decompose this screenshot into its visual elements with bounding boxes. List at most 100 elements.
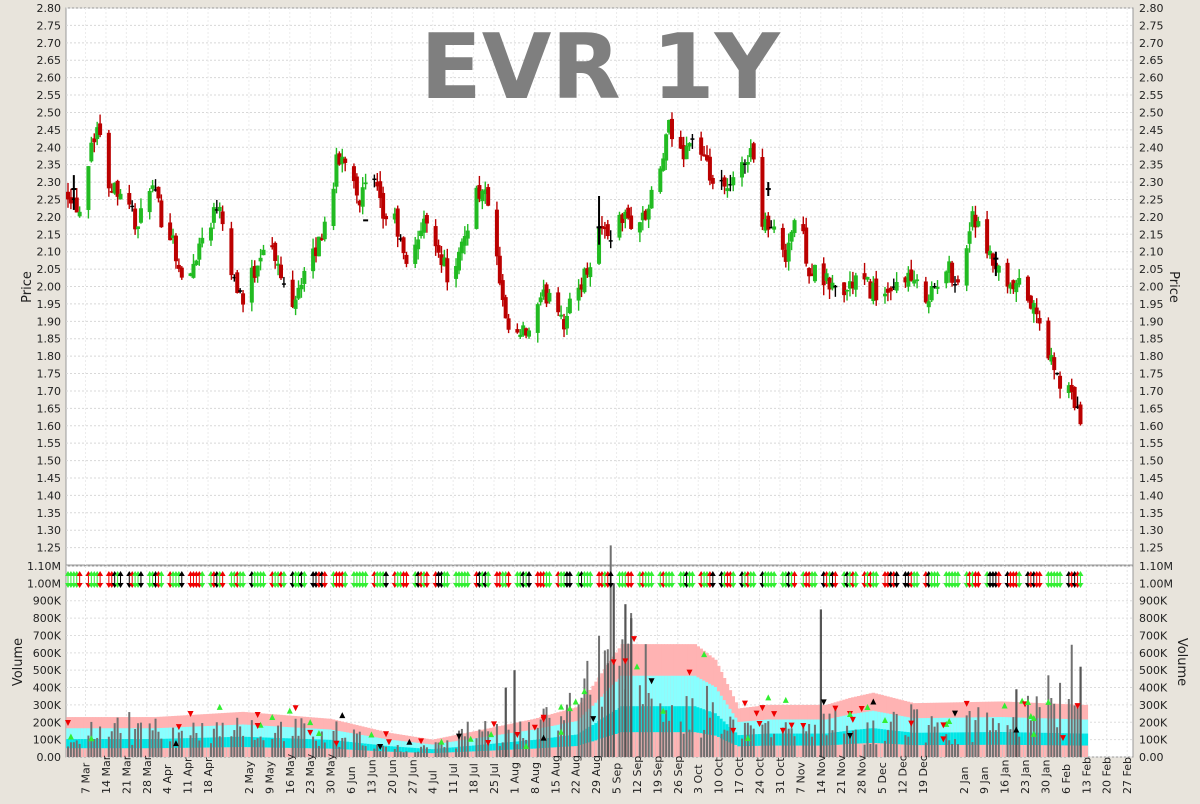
volume-bar (352, 729, 355, 757)
volume-bar (504, 687, 507, 757)
volume-band-inner (185, 738, 190, 757)
signal-arrow-down (491, 721, 497, 728)
price-bar-body (944, 271, 949, 284)
volume-bar (177, 732, 180, 757)
signal-arrow-up (307, 719, 314, 726)
signal-arrow-down (908, 720, 915, 727)
volume-bar (344, 737, 347, 757)
volume-bar (598, 635, 601, 757)
price-bar-body (812, 264, 817, 282)
volume-bar (665, 710, 668, 757)
volume-bar (160, 738, 163, 757)
price-bar-body (667, 119, 672, 133)
volume-tick-label: 1.10M (1139, 560, 1173, 573)
direction-arrow-down (97, 583, 104, 588)
direction-arrow-down (240, 583, 247, 588)
price-bar-body (912, 280, 917, 284)
direction-arrow-up (1057, 571, 1064, 576)
volume-tick-label: 1.00M (1139, 577, 1173, 590)
price-bar-body (973, 214, 978, 228)
volume-bar (895, 713, 898, 757)
volume-band-base (325, 748, 330, 757)
volume-bar (927, 725, 930, 757)
volume-tick-label: 900K (1139, 595, 1168, 608)
direction-arrow-down (76, 583, 83, 588)
volume-bar (589, 694, 592, 757)
signal-arrow-down (820, 699, 827, 706)
price-bar-body (319, 238, 324, 240)
volume-bar (808, 723, 811, 757)
volume-band-inner (859, 729, 864, 757)
volume-band-base (366, 750, 371, 757)
price-bar-body (745, 162, 750, 165)
price-bar-body (261, 249, 266, 256)
signal-arrow-up (1024, 698, 1031, 705)
volume-band-base (448, 752, 452, 757)
volume-bar (300, 718, 303, 757)
price-bar-body (424, 215, 429, 224)
volume-band-inner (182, 738, 187, 757)
trade-direction-strip (65, 571, 1084, 750)
volume-bar (846, 725, 849, 757)
price-bar-body (535, 304, 540, 333)
volume-bar (382, 745, 385, 757)
volume-bar (703, 729, 706, 757)
volume-band-base (897, 744, 902, 757)
volume-bar (495, 723, 498, 757)
volume-bar (951, 743, 954, 757)
price-bar-body (824, 273, 829, 281)
volume-tick-label: 400K (1139, 682, 1168, 695)
volume-bar (379, 751, 382, 757)
volume-bar (583, 678, 586, 757)
signal-arrow-down (383, 731, 390, 738)
price-bar-body (138, 208, 143, 223)
volume-bar (907, 736, 910, 757)
date-tick-label: 30 May (325, 753, 338, 794)
price-bar-body (988, 250, 993, 256)
date-tick-label: 13 Jun (365, 759, 378, 794)
signal-arrow-down (952, 710, 959, 717)
volume-bar (522, 738, 525, 757)
date-tick-label: 22 Aug (570, 755, 583, 794)
volume-bar (399, 751, 402, 757)
direction-arrow-down (423, 583, 430, 588)
price-bar-body (602, 227, 607, 230)
volume-band-inner (1040, 732, 1045, 757)
volume-bar (460, 728, 463, 757)
signal-arrow-up (257, 721, 264, 728)
direction-arrow-up (648, 571, 655, 576)
price-bar-body (340, 156, 345, 164)
price-axis-right: 1.25 1.30 1.35 1.40 1.45 1.50 1.55 1.60 1.65 1.70… (1139, 2, 1164, 555)
volume-bar (139, 722, 142, 757)
volume-band-inner (401, 747, 406, 757)
volume-band-base (1043, 745, 1048, 757)
price-bar-body (827, 277, 832, 290)
direction-arrow-up (832, 571, 839, 576)
volume-band-base (226, 747, 231, 757)
volume-band-base (573, 746, 578, 757)
volume-bar (201, 723, 204, 757)
volume-band-base (614, 734, 619, 757)
price-tick-label: 1.55 (37, 437, 62, 450)
signal-arrow-down (849, 716, 856, 723)
volume-bar (875, 744, 878, 757)
volume-band-base (1084, 745, 1089, 757)
volume-bar (892, 711, 895, 757)
volume-bar (670, 705, 673, 757)
signal-arrow-up (216, 703, 223, 710)
price-bar-body (314, 247, 319, 257)
price-bar-body (725, 188, 730, 192)
volume-bar (563, 720, 566, 757)
direction-arrow-down (137, 583, 144, 588)
price-bar-body (378, 181, 383, 199)
price-bar-body (588, 267, 593, 278)
direction-arrow-up (321, 571, 328, 576)
price-bar-body (279, 264, 283, 279)
volume-band-base (428, 753, 432, 757)
volume-bar (956, 744, 959, 757)
date-tick-label: 23 May (304, 753, 317, 794)
price-bar-body (742, 163, 747, 166)
price-bar-body (847, 281, 852, 289)
volume-bar (1050, 698, 1053, 757)
price-bar-body (74, 197, 79, 213)
